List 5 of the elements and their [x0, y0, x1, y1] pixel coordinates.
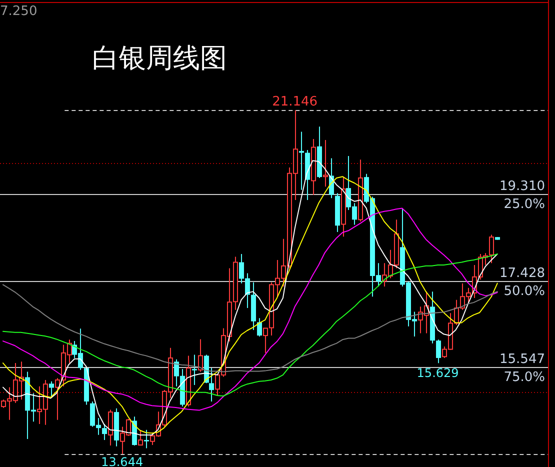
annotation: 15.629 [416, 366, 459, 380]
title: 白银周线图 [92, 43, 227, 74]
annotation: 13.644 [101, 455, 144, 467]
annotation: 7.250 [0, 4, 38, 19]
annotation: 21.146 [272, 94, 318, 110]
